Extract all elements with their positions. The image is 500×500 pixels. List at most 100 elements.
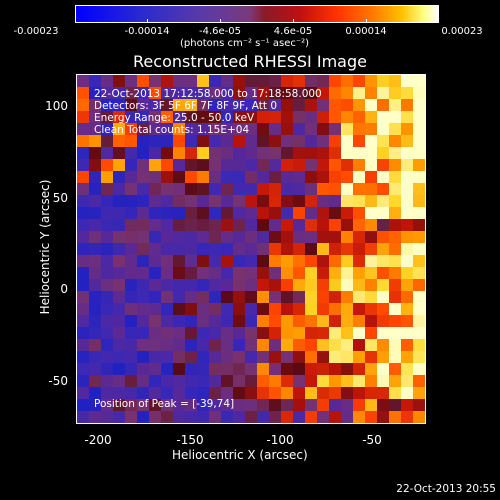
image-pixel [305,195,318,208]
image-pixel [233,195,246,208]
image-pixel [137,315,150,328]
image-pixel [245,159,258,172]
image-pixel [257,171,270,184]
image-pixel [353,363,366,376]
image-pixel [233,147,246,160]
image-pixel [113,411,126,423]
image-pixel [89,279,102,292]
image-pixel [245,171,258,184]
image-pixel [233,207,246,220]
image-pixel [365,99,378,112]
image-pixel [257,207,270,220]
image-pixel [365,339,378,352]
image-pixel [329,195,342,208]
colorbar-tick-label: -4.6e-05 [199,26,241,37]
image-pixel [233,99,246,112]
image-pixel [353,99,366,112]
image-pixel [257,327,270,340]
image-pixel [341,279,354,292]
image-pixel [89,375,102,388]
image-pixel [329,327,342,340]
image-pixel [113,123,126,136]
image-pixel [413,375,425,388]
image-pixel [245,75,258,88]
y-tick-label: 50 [52,191,68,205]
image-pixel [77,303,90,316]
image-pixel [365,159,378,172]
image-pixel [113,339,126,352]
image-pixel [209,267,222,280]
image-pixel [209,243,222,256]
image-pixel [173,75,186,88]
image-pixel [101,363,114,376]
image-pixel [329,111,342,124]
image-pixel [161,123,174,136]
image-pixel [137,207,150,220]
image-pixel [113,267,126,280]
image-pixel [269,399,282,412]
image-pixel [185,255,198,268]
image-pixel [245,387,258,400]
image-pixel [269,159,282,172]
image-pixel [209,111,222,124]
image-pixel [401,375,414,388]
image-pixel [209,123,222,136]
image-pixel [101,171,114,184]
image-pixel [161,279,174,292]
image-pixel [305,327,318,340]
image-pixel [137,243,150,256]
image-pixel [329,363,342,376]
image-pixel [173,207,186,220]
image-pixel [365,315,378,328]
image-pixel [293,315,306,328]
image-pixel [197,387,210,400]
image-pixel [173,99,186,112]
x-tick-label: -150 [176,433,204,447]
image-pixel [137,195,150,208]
image-pixel [269,255,282,268]
image-pixel [377,267,390,280]
image-pixel [221,147,234,160]
image-pixel [185,231,198,244]
image-pixel [197,243,210,256]
image-pixel [173,363,186,376]
image-pixel [305,135,318,148]
image-pixel [269,207,282,220]
image-pixel [413,219,425,232]
rhessi-image [76,74,426,424]
image-pixel [317,147,330,160]
image-pixel [305,279,318,292]
image-pixel [293,207,306,220]
image-pixel [161,75,174,88]
image-pixel [305,339,318,352]
image-pixel [293,99,306,112]
image-pixel [185,363,198,376]
image-pixel [77,159,90,172]
image-pixel [257,387,270,400]
image-pixel [233,75,246,88]
image-pixel [173,315,186,328]
image-pixel [281,171,294,184]
image-pixel [137,327,150,340]
image-pixel [341,111,354,124]
image-pixel [305,147,318,160]
image-pixel [293,147,306,160]
image-pixel [221,123,234,136]
image-pixel [365,387,378,400]
image-pixel [413,339,425,352]
image-pixel [293,363,306,376]
image-pixel [377,327,390,340]
image-pixel [293,159,306,172]
image-pixel [233,159,246,172]
image-pixel [149,147,162,160]
image-pixel [341,303,354,316]
image-pixel [209,291,222,304]
image-pixel [101,399,114,412]
image-pixel [281,399,294,412]
image-pixel [377,279,390,292]
image-pixel [221,279,234,292]
image-pixel [353,159,366,172]
image-pixel [161,219,174,232]
image-pixel [233,255,246,268]
image-pixel [401,219,414,232]
